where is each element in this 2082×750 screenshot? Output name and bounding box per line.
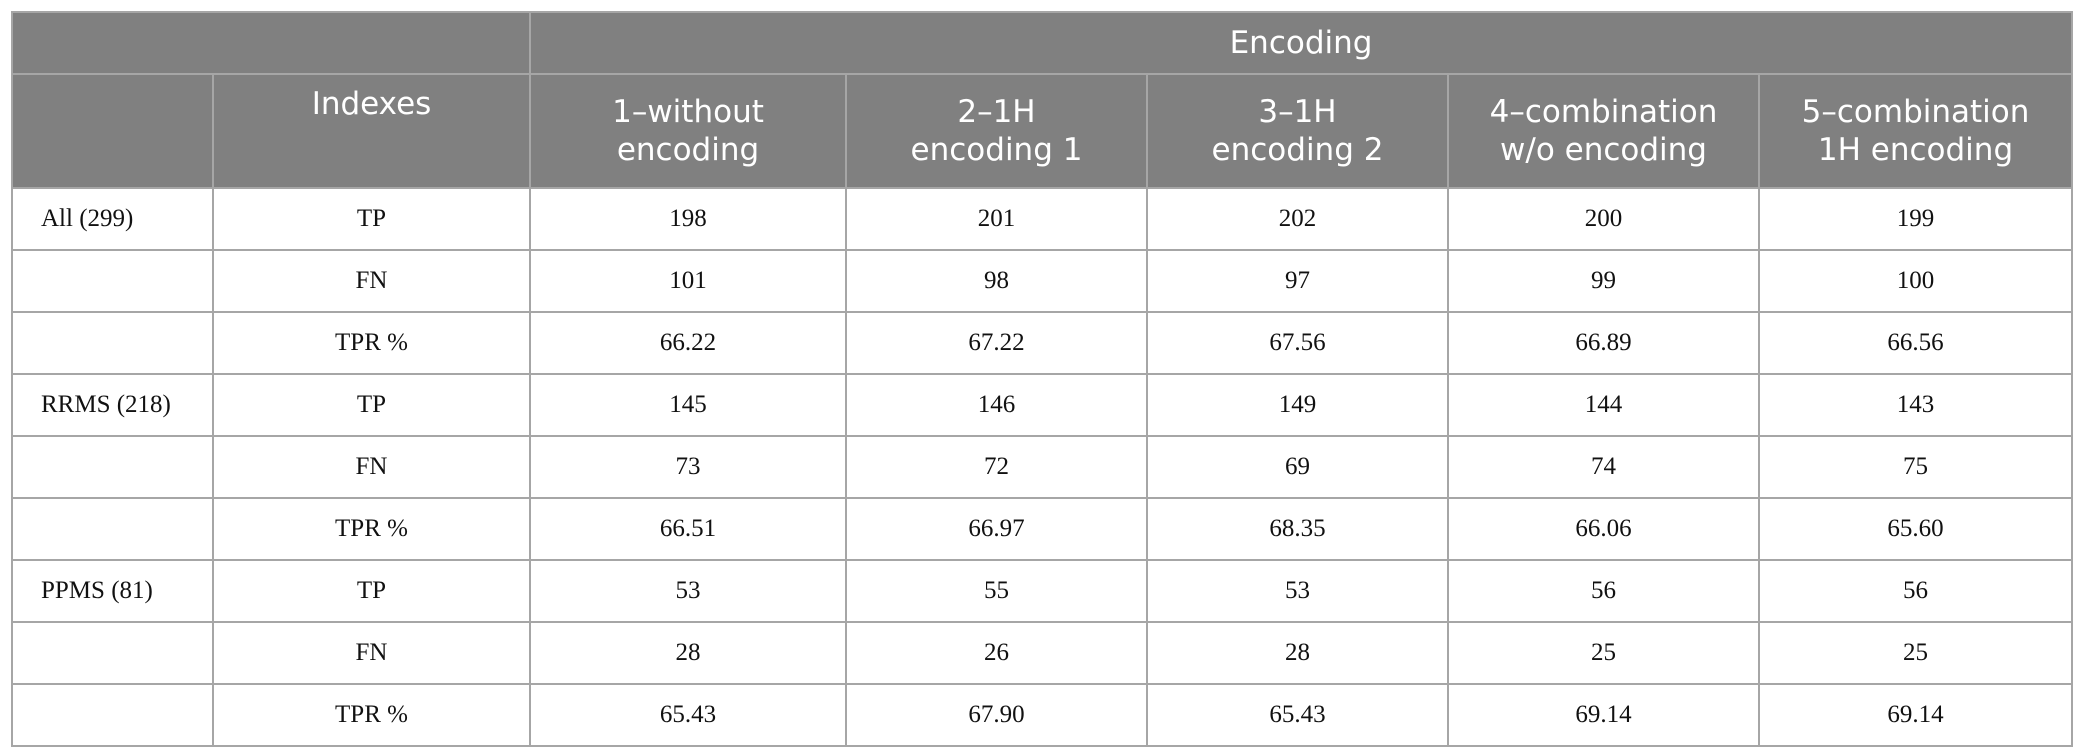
index-cell: TP: [212, 373, 531, 437]
group-cell: [11, 497, 214, 561]
index-cell: FN: [212, 621, 531, 685]
table-row: RRMS (218) TP 145 146 149 144 143: [11, 373, 2074, 437]
table-row: FN 73 72 69 74 75: [11, 435, 2074, 499]
value-cell: 66.89: [1447, 311, 1760, 375]
value-cell: 26: [845, 621, 1148, 685]
value-cell: 146: [845, 373, 1148, 437]
value-cell: 66.97: [845, 497, 1148, 561]
value-cell: 75: [1757, 435, 2074, 499]
header-line: 3–1H: [1258, 94, 1337, 130]
value-cell: 72: [845, 435, 1148, 499]
value-cell: 99: [1447, 249, 1760, 313]
value-cell: 145: [529, 373, 847, 437]
value-cell: 67.56: [1146, 311, 1449, 375]
index-cell: TPR %: [212, 311, 531, 375]
value-cell: 199: [1757, 187, 2074, 251]
value-cell: 69.14: [1757, 683, 2074, 747]
table-row: FN 28 26 28 25 25: [11, 621, 2074, 685]
value-cell: 66.22: [529, 311, 847, 375]
index-cell: TPR %: [212, 683, 531, 747]
value-cell: 66.51: [529, 497, 847, 561]
value-cell: 66.56: [1757, 311, 2074, 375]
table-row: All (299) TP 198 201 202 200 199: [11, 187, 2074, 251]
header-line: 2–1H: [957, 94, 1036, 130]
value-cell: 65.43: [1146, 683, 1449, 747]
value-cell: 65.60: [1757, 497, 2074, 561]
value-cell: 143: [1757, 373, 2074, 437]
header-line: encoding 1: [910, 132, 1083, 168]
value-cell: 201: [845, 187, 1148, 251]
value-cell: 144: [1447, 373, 1760, 437]
table-row: TPR % 66.51 66.97 68.35 66.06 65.60: [11, 497, 2074, 561]
value-cell: 100: [1757, 249, 2074, 313]
value-cell: 68.35: [1146, 497, 1449, 561]
value-cell: 66.06: [1447, 497, 1760, 561]
header-blank: [11, 73, 214, 189]
value-cell: 69: [1146, 435, 1449, 499]
header-blank: [11, 11, 531, 75]
index-cell: TP: [212, 187, 531, 251]
column-header: 1–without encoding: [529, 73, 847, 189]
table-row: PPMS (81) TP 53 55 53 56 56: [11, 559, 2074, 623]
header-line: 1H encoding: [1817, 132, 2014, 168]
value-cell: 98: [845, 249, 1148, 313]
group-cell: All (299): [11, 187, 214, 251]
value-cell: 198: [529, 187, 847, 251]
value-cell: 101: [529, 249, 847, 313]
table-row: TPR % 65.43 67.90 65.43 69.14 69.14: [11, 683, 2074, 747]
index-cell: TPR %: [212, 497, 531, 561]
value-cell: 25: [1757, 621, 2074, 685]
value-cell: 53: [1146, 559, 1449, 623]
value-cell: 97: [1146, 249, 1449, 313]
value-cell: 65.43: [529, 683, 847, 747]
value-cell: 73: [529, 435, 847, 499]
value-cell: 67.90: [845, 683, 1148, 747]
header-line: 5–combination: [1801, 94, 2030, 130]
column-header: 4–combination w/o encoding: [1447, 73, 1760, 189]
group-header: Encoding: [528, 11, 2074, 75]
value-cell: 53: [529, 559, 847, 623]
header-line: 4–combination: [1489, 94, 1718, 130]
index-cell: FN: [212, 435, 531, 499]
group-cell: [11, 621, 214, 685]
column-header: 3–1H encoding 2: [1146, 73, 1449, 189]
value-cell: 202: [1146, 187, 1449, 251]
group-cell: RRMS (218): [11, 373, 214, 437]
header-line: encoding 2: [1211, 132, 1384, 168]
value-cell: 25: [1447, 621, 1760, 685]
group-cell: [11, 311, 214, 375]
value-cell: 55: [845, 559, 1148, 623]
group-cell: [11, 435, 214, 499]
column-header: 2–1H encoding 1: [845, 73, 1148, 189]
value-cell: 200: [1447, 187, 1760, 251]
header-line: 1–without: [612, 94, 764, 130]
results-table: Encoding Indexes 1–without encoding 2–1H en…: [11, 11, 2074, 747]
value-cell: 67.22: [845, 311, 1148, 375]
header-line: w/o encoding: [1500, 132, 1707, 168]
index-cell: FN: [212, 249, 531, 313]
value-cell: 149: [1146, 373, 1449, 437]
column-header: 5–combination 1H encoding: [1757, 73, 2074, 189]
value-cell: 56: [1757, 559, 2074, 623]
index-cell: TP: [212, 559, 531, 623]
header-line: encoding: [616, 132, 760, 168]
table-row: FN 101 98 97 99 100: [11, 249, 2074, 313]
group-cell: PPMS (81): [11, 559, 214, 623]
value-cell: 69.14: [1447, 683, 1760, 747]
group-cell: [11, 683, 214, 747]
value-cell: 28: [1146, 621, 1449, 685]
table-row: TPR % 66.22 67.22 67.56 66.89 66.56: [11, 311, 2074, 375]
value-cell: 74: [1447, 435, 1760, 499]
value-cell: 28: [529, 621, 847, 685]
value-cell: 56: [1447, 559, 1760, 623]
index-header: Indexes: [212, 73, 531, 189]
group-cell: [11, 249, 214, 313]
